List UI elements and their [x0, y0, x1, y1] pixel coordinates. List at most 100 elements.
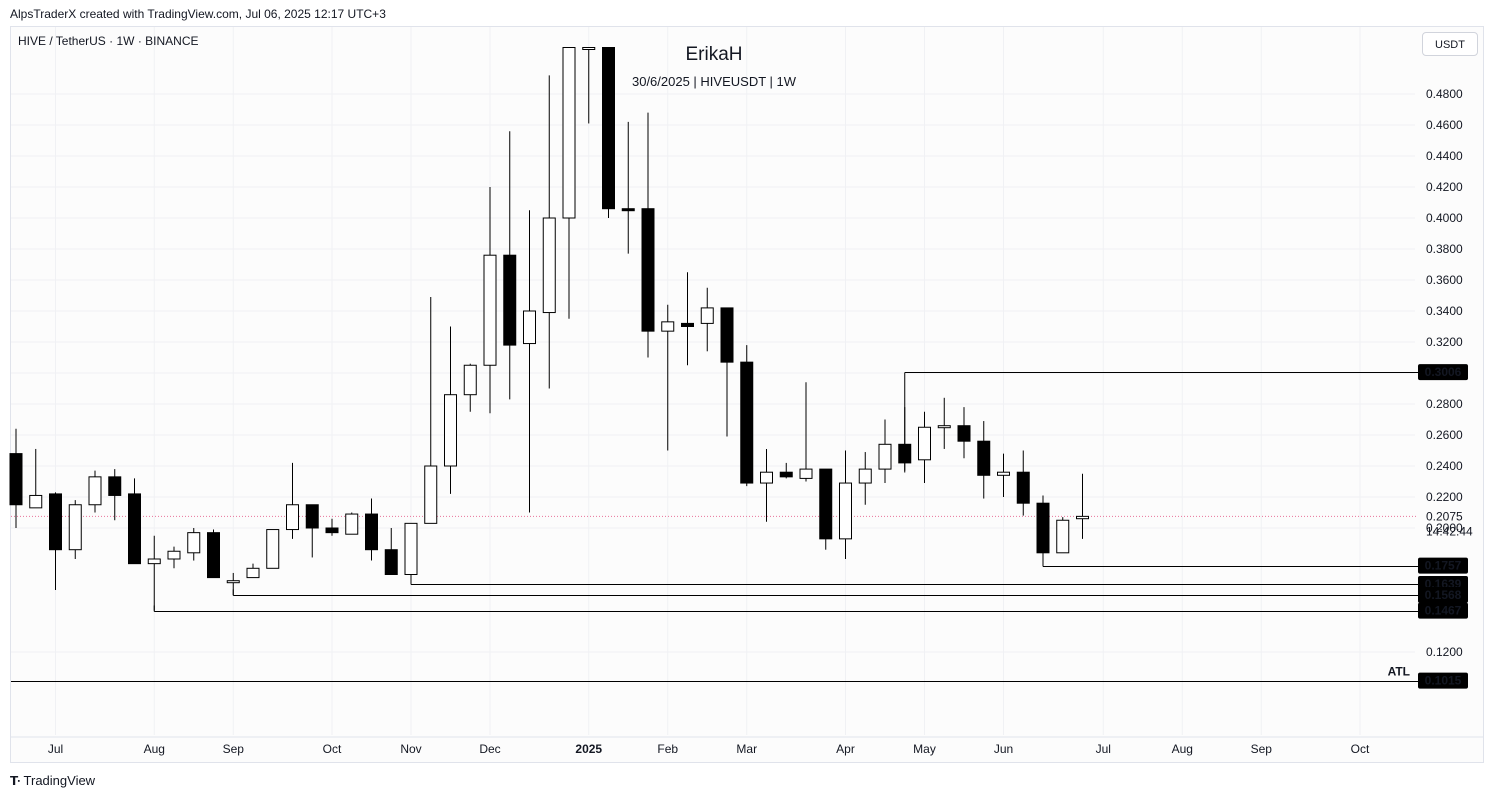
candle-up [483, 254, 497, 366]
candles [9, 47, 1089, 611]
time-tick-label: Jul [1096, 742, 1111, 756]
price-label: 0.1467 [1425, 604, 1462, 618]
candle-up [404, 522, 418, 575]
price-tick-label: 0.4800 [1426, 87, 1463, 101]
time-axis: Jul Aug Sep Oct Nov Dec 2025 Feb Mar Apr May Jun Jul… [48, 742, 1370, 756]
price-tick-label: 0.4000 [1426, 211, 1463, 225]
price-label: 0.1757 [1425, 559, 1462, 573]
candle-up [187, 532, 201, 554]
candle-down [108, 476, 122, 496]
candle-down [720, 307, 734, 363]
price-axis: 0.1200 0.2000 0.2200 0.2400 0.2600 0.2800 0.30… [1426, 87, 1463, 659]
price-tick-label: 0.2200 [1426, 490, 1463, 504]
price-label: 0.1568 [1425, 588, 1462, 602]
candle-up [523, 310, 536, 345]
candle-up [246, 567, 260, 579]
price-label-bg [1418, 602, 1468, 619]
price-tick-label: 0.4200 [1426, 180, 1463, 194]
candle-up [582, 47, 596, 50]
candle-down [957, 425, 971, 442]
attribution-text: AlpsTraderX created with TradingView.com… [10, 7, 386, 21]
candle-up [542, 217, 556, 314]
candle-up [760, 471, 773, 484]
candle-up [858, 468, 872, 484]
candle-down [365, 513, 378, 551]
price-tick-label: 0.2800 [1426, 397, 1463, 411]
time-tick-label: 2025 [575, 742, 602, 756]
candle-up [88, 476, 102, 506]
candle-up [68, 504, 82, 551]
price-label-bg [1418, 364, 1468, 381]
time-tick-label: Nov [400, 742, 421, 756]
time-tick-label: Aug [1172, 742, 1193, 756]
candle-up [562, 47, 576, 219]
time-tick-label: Oct [323, 742, 342, 756]
candle-up [147, 558, 161, 565]
grid-lines [11, 27, 1484, 738]
level-lines: ATL [11, 372, 1418, 682]
candle-down [977, 440, 991, 476]
countdown-label: 14:42:44 [1426, 524, 1473, 538]
price-tick-label: 0.2600 [1426, 428, 1463, 442]
tradingview-logo[interactable]: 𝗧∙ TradingView [10, 773, 95, 788]
time-tick-label: Sep [223, 742, 245, 756]
candle-up [286, 504, 299, 531]
price-tick-label: 0.3800 [1426, 242, 1463, 256]
candle-up [937, 425, 951, 429]
candle-down [49, 493, 62, 551]
price-tick-label: 0.1200 [1426, 645, 1463, 659]
last-price-label: 0.2075 [1426, 509, 1463, 523]
price-tick-label: 0.2000 [1426, 521, 1463, 535]
candle-down [9, 453, 23, 506]
candle-down [740, 361, 754, 484]
price-label-bg [1418, 586, 1468, 603]
candle-up [1076, 515, 1089, 520]
symbol-legend: HIVE / TetherUS · 1W · BINANCE [18, 34, 199, 48]
candle-up [167, 550, 181, 560]
candle-down [305, 504, 319, 529]
candle-up [463, 364, 477, 396]
price-label-bg [1418, 557, 1468, 574]
time-tick-label: Sep [1251, 742, 1273, 756]
price-tick-label: 0.4600 [1426, 118, 1463, 132]
price-tick-label: 0.3400 [1426, 304, 1463, 318]
price-label-bg [1418, 672, 1468, 689]
watermark-subtitle: 30/6/2025 | HIVEUSDT | 1W [631, 74, 797, 89]
time-tick-label: Dec [479, 742, 500, 756]
candle-up [878, 443, 892, 470]
candle-down [641, 208, 655, 332]
candle-up [424, 465, 438, 524]
candle-down [384, 549, 398, 576]
candle-up [997, 471, 1010, 476]
candle-down [1036, 502, 1050, 554]
price-label: 0.1015 [1425, 674, 1462, 688]
price-labels: 0.30060.17570.16390.15680.14670.10150.20… [1418, 364, 1473, 689]
candle-down [602, 47, 615, 210]
candle-down [819, 468, 833, 540]
candle-up [1056, 519, 1070, 554]
time-tick-label: Apr [836, 742, 855, 756]
time-tick-label: Jun [994, 742, 1013, 756]
time-tick-label: May [913, 742, 936, 756]
candle-down [898, 443, 912, 464]
candle-down [779, 471, 793, 478]
time-tick-label: Aug [144, 742, 165, 756]
candle-up [918, 426, 931, 461]
price-tick-label: 0.4400 [1426, 149, 1463, 163]
price-tick-label: 0.2400 [1426, 459, 1463, 473]
candle-down [681, 322, 694, 327]
price-tick-label: 0.3600 [1426, 273, 1463, 287]
candle-down [128, 493, 141, 565]
candle-up [226, 580, 240, 584]
watermark-title: ErikaH [685, 44, 743, 65]
candle-up [345, 513, 359, 535]
candle-down [207, 532, 220, 579]
time-tick-label: Feb [657, 742, 678, 756]
candle-down [1016, 471, 1030, 504]
level-note: ATL [1388, 665, 1410, 679]
candle-down [621, 208, 635, 212]
candle-up [799, 468, 813, 479]
time-tick-label: Oct [1351, 742, 1370, 756]
currency-button[interactable]: USDT [1422, 32, 1478, 56]
